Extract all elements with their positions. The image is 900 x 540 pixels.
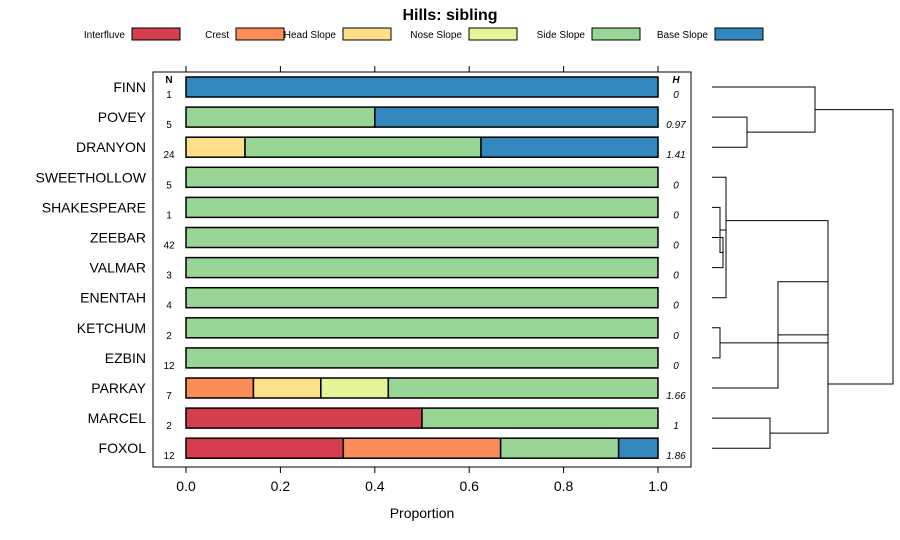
legend-label-interfluve: Interfluve (84, 30, 126, 41)
bar-foxol-base-slope (617, 437, 659, 459)
bar-parkay-head-slope (252, 377, 322, 399)
legend-swatch-side-slope (591, 27, 641, 41)
tick-label-0-6: 0.6 (459, 478, 479, 494)
row-label-enentah: ENENTAH (80, 290, 146, 306)
legend-label-nose-slope: Nose Slope (410, 30, 462, 41)
row-label-foxol: FOXOL (99, 440, 147, 456)
n-value-shakespeare: 1 (166, 210, 172, 221)
legend: Interfluve Crest Head Slope Nose Slope Side … (84, 27, 764, 41)
bar-foxol-side-slope (499, 437, 620, 459)
h-value-povey: 0.97 (666, 120, 686, 131)
bar-foxol-interfluve (185, 437, 345, 459)
n-value-zeebar: 42 (163, 241, 175, 252)
dendrogram-link (712, 116, 748, 148)
bar-valmar-side-slope (185, 256, 659, 279)
chart-title: Hills: sibling (402, 7, 497, 24)
n-value-enentah: 4 (166, 301, 172, 312)
n-value-finn: 1 (166, 90, 172, 101)
n-value-ezbin: 12 (163, 361, 175, 372)
x-axis-label: Proportion (390, 505, 455, 521)
h-value-sweethollow: 0 (673, 180, 679, 191)
dendrogram-root-link (815, 109, 894, 385)
dendrogram-link (712, 86, 816, 133)
row-label-shakespeare: SHAKESPEARE (42, 199, 146, 215)
tick-label-0-0: 0.0 (176, 478, 196, 494)
tick-label-0-4: 0.4 (365, 478, 385, 494)
h-value-foxol: 1.86 (666, 451, 686, 462)
row-label-marcel: MARCEL (88, 410, 147, 426)
h-value-finn: 0 (673, 90, 679, 101)
bar-ezbin-side-slope (185, 347, 659, 369)
n-value-parkay: 7 (166, 391, 172, 402)
legend-label-base-slope: Base Slope (657, 30, 709, 41)
h-value-enentah: 0 (673, 301, 679, 312)
h-value-valmar: 0 (673, 271, 679, 282)
legend-swatch-nose-slope (468, 27, 518, 41)
row-label-parkay: PARKAY (91, 380, 146, 396)
bar-sweethollow-side-slope (185, 166, 659, 189)
bar-dranyon-base-slope (480, 136, 659, 158)
h-value-ketchum: 0 (673, 331, 679, 342)
row-label-zeebar: ZEEBAR (90, 230, 146, 246)
h-value-dranyon: 1.41 (666, 150, 685, 161)
plot-frame (152, 71, 692, 468)
row-label-sweethollow: SWEETHOLLOW (36, 169, 147, 185)
h-value-parkay: 1.66 (666, 391, 686, 402)
bar-enentah-side-slope (185, 286, 659, 309)
dendrogram-link (712, 176, 727, 264)
bar-ketchum-side-slope (185, 317, 659, 339)
legend-label-crest: Crest (205, 30, 229, 41)
row-label-finn: FINN (113, 79, 146, 95)
dendrogram-link (712, 417, 771, 449)
bar-dranyon-head-slope (185, 136, 246, 158)
bar-marcel-side-slope (421, 407, 659, 429)
bar-finn-base-slope (185, 76, 659, 98)
row-label-dranyon: DRANYON (76, 139, 146, 155)
bar-dranyon-side-slope (244, 136, 482, 158)
n-value-sweethollow: 5 (166, 180, 172, 191)
row-label-ketchum: KETCHUM (77, 320, 146, 336)
n-value-dranyon: 24 (163, 150, 175, 161)
tick-label-0-2: 0.2 (271, 478, 291, 494)
legend-swatch-crest (235, 27, 285, 41)
n-value-foxol: 12 (163, 451, 175, 462)
n-value-marcel: 2 (166, 421, 172, 432)
tick-label-1-0: 1.0 (648, 478, 668, 494)
n-value-povey: 5 (166, 120, 172, 131)
legend-swatch-head-slope (342, 27, 392, 41)
dendrogram-link (770, 334, 829, 434)
h-value-ezbin: 0 (673, 361, 679, 372)
bar-shakespeare-side-slope (185, 196, 659, 219)
bar-parkay-crest (185, 377, 255, 399)
h-value-marcel: 1 (673, 421, 679, 432)
h-value-zeebar: 0 (673, 241, 679, 252)
h-value-shakespeare: 0 (673, 210, 679, 221)
bar-marcel-interfluve (185, 407, 423, 429)
bar-zeebar-side-slope (185, 226, 659, 249)
n-value-valmar: 3 (166, 271, 172, 282)
dendrogram-link (712, 229, 727, 299)
bar-foxol-crest (342, 437, 502, 459)
legend-swatch-interfluve (131, 27, 181, 41)
bar-povey-base-slope (374, 106, 659, 128)
row-label-povey: POVEY (98, 109, 147, 125)
n-column-header: N (165, 75, 172, 86)
tick-label-0-8: 0.8 (554, 478, 574, 494)
h-column-header: H (672, 75, 680, 86)
dendrogram (712, 86, 894, 449)
row-label-ezbin: EZBIN (105, 350, 146, 366)
x-axis: 0.0 0.2 0.4 0.6 0.8 1.0 (176, 66, 668, 494)
bar-parkay-side-slope (387, 377, 659, 399)
bar-parkay-nose-slope (320, 377, 390, 399)
n-value-ketchum: 2 (166, 331, 172, 342)
legend-label-head-slope: Head Slope (284, 30, 337, 41)
dendrogram-link (712, 327, 721, 359)
bar-povey-side-slope (185, 106, 376, 128)
legend-label-side-slope: Side Slope (537, 30, 586, 41)
row-label-valmar: VALMAR (89, 260, 146, 276)
legend-swatch-base-slope (714, 27, 764, 41)
